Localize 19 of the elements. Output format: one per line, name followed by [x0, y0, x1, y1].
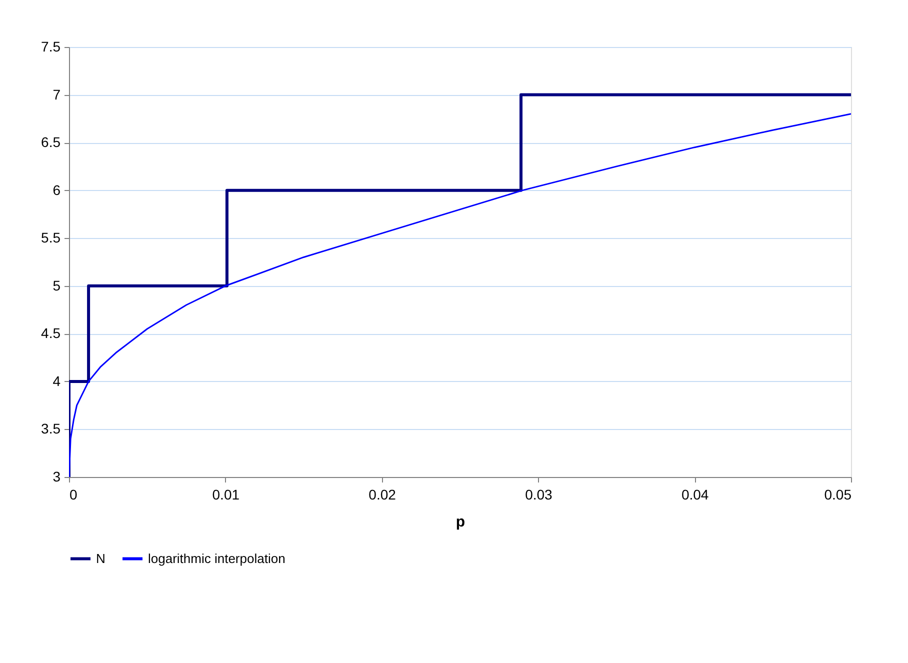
y-tick-label: 4.5	[41, 325, 61, 342]
y-tick-label: 3.5	[41, 420, 61, 437]
y-tick-label: 4	[52, 372, 61, 389]
x-tick-label: 0.01	[212, 486, 240, 502]
y-tick-label: 6.5	[41, 134, 61, 150]
y-tick-label: 5.5	[41, 230, 61, 246]
legend-label: N	[96, 550, 106, 566]
legend-label: logarithmic interpolation	[148, 550, 286, 566]
y-tick-label: 6	[52, 182, 61, 198]
y-tick-label: 5	[52, 277, 61, 294]
x-axis-title: p	[456, 514, 466, 530]
y-tick-label: 7.5	[41, 38, 61, 54]
x-tick-label: 0.04	[681, 486, 709, 502]
y-tick-label: 3	[52, 468, 61, 484]
x-tick-label: 0.05	[824, 486, 852, 502]
x-tick-label: 0.02	[368, 486, 396, 502]
x-tick-label: 0	[70, 486, 78, 502]
x-tick-label: 0.03	[525, 486, 553, 502]
y-tick-label: 7	[52, 86, 61, 102]
